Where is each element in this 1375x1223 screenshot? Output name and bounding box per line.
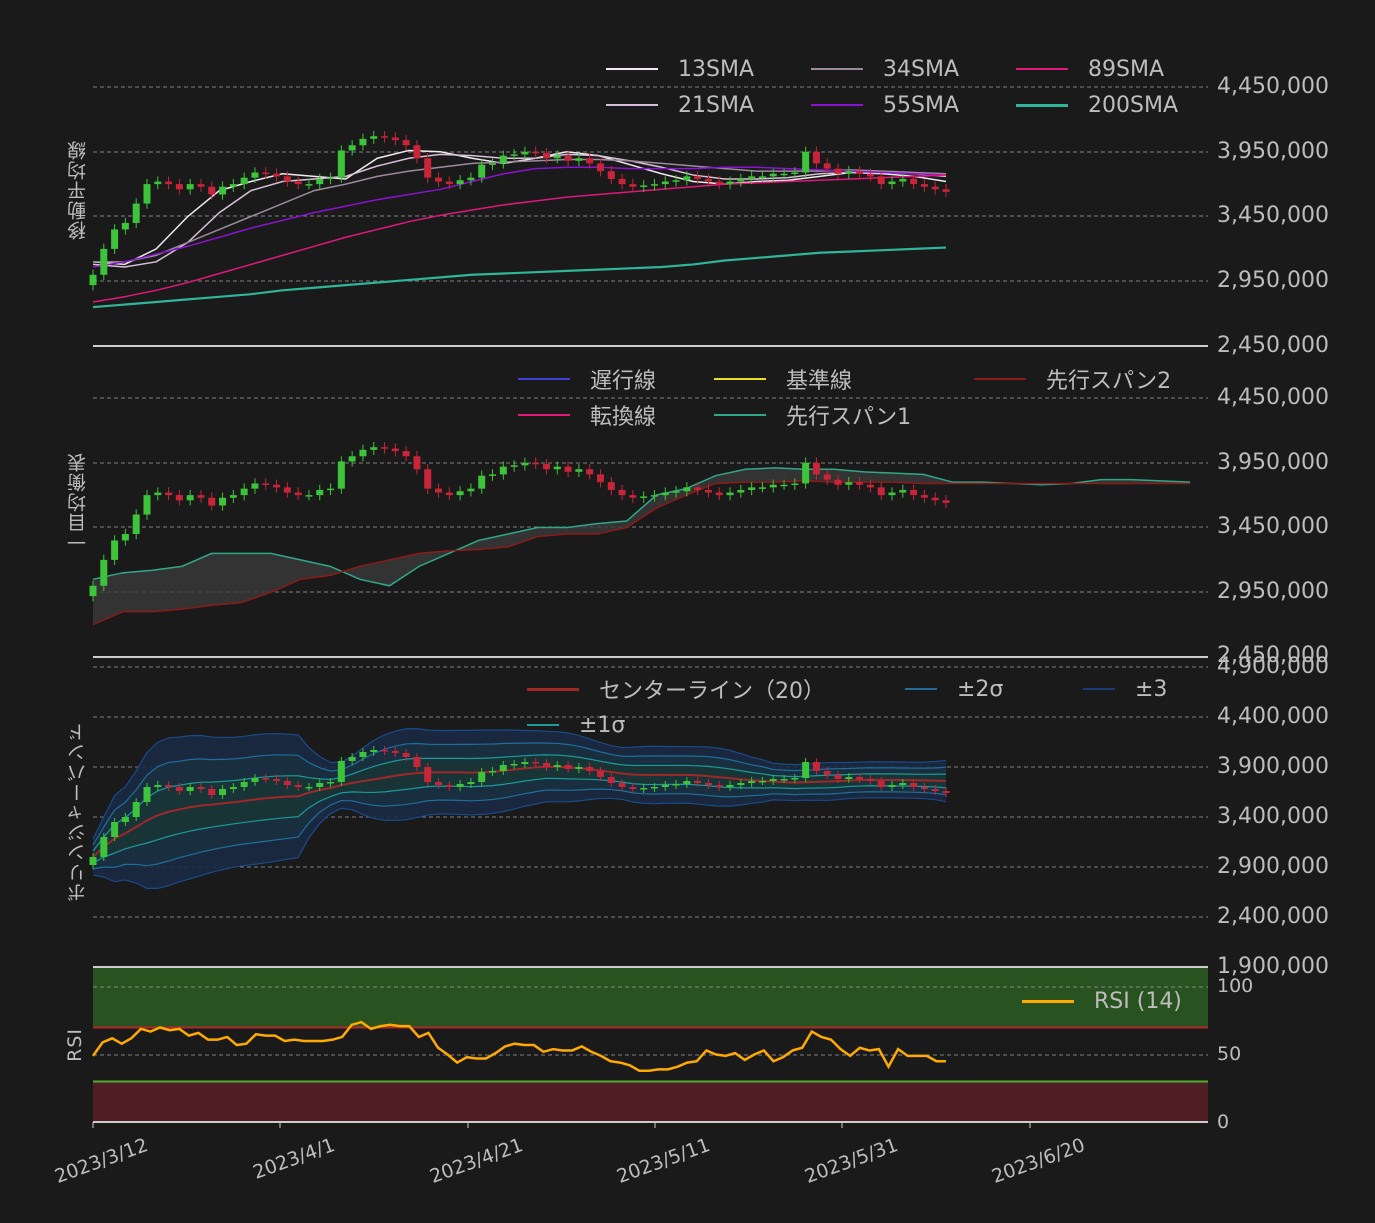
legend-line-icon [1016, 68, 1068, 70]
legend-line-icon [1083, 688, 1115, 690]
rsi-ytick: 100 [1217, 975, 1254, 997]
bollinger-ytick: 1,900,000 [1217, 954, 1329, 979]
legend-item-centerline: センターライン（20） [527, 673, 905, 705]
legend-item-3sigma: ±3 [1083, 673, 1183, 705]
legend-line-icon [714, 378, 766, 380]
sma-ytick: 3,450,000 [1217, 203, 1329, 228]
legend-line-icon [518, 414, 570, 416]
ichimoku-ytick: 3,450,000 [1217, 514, 1329, 539]
ichimoku-ytick: 4,450,000 [1217, 385, 1329, 410]
ichimoku-ytick: 2,950,000 [1217, 579, 1329, 604]
legend-line-icon [527, 687, 579, 691]
bollinger-ytick: 4,900,000 [1217, 654, 1329, 679]
bollinger-ytick: 4,400,000 [1217, 704, 1329, 729]
legend-item-tenkan: 転換線 [518, 399, 714, 431]
rsi-ytick: 50 [1217, 1043, 1242, 1065]
legend-line-icon [606, 68, 658, 70]
legend-item-55sma: 55SMA [811, 89, 1016, 121]
legend-line-icon [518, 378, 570, 380]
bollinger-ytick: 2,400,000 [1217, 904, 1329, 929]
legend-item-kijun: 基準線 [714, 363, 974, 395]
bollinger-ytick: 3,900,000 [1217, 754, 1329, 779]
legend-line-icon [1022, 999, 1074, 1003]
legend-line-icon [811, 68, 863, 70]
bollinger-legend: センターライン（20） ±2σ ±3 ±1σ [527, 673, 1183, 741]
ichimoku-legend: 遅行線 基準線 先行スパン2 転換線 先行スパン1 [518, 363, 1174, 431]
sma-ytick: 2,450,000 [1217, 333, 1329, 358]
ichimoku-panel-ylabel: 一目均衡表 [67, 452, 89, 552]
legend-item-senkou2: 先行スパン2 [974, 363, 1174, 395]
rsi-ytick: 0 [1217, 1111, 1230, 1133]
sma-panel-ylabel: 移動平均線 [67, 140, 89, 240]
rsi-panel-ylabel: RSI [64, 1028, 86, 1062]
sma-ytick: 4,450,000 [1217, 74, 1329, 99]
legend-item-2sigma: ±2σ [905, 673, 1083, 705]
legend-item-rsi: RSI (14) [1022, 985, 1222, 1017]
sma-legend: 13SMA 34SMA 89SMA 21SMA 55SMA 200SMA [606, 53, 1216, 121]
legend-item-1sigma: ±1σ [527, 709, 905, 741]
legend-line-icon [1016, 103, 1068, 107]
bollinger-panel-ylabel: ボリンジャーバンド [67, 722, 89, 902]
legend-line-icon [527, 724, 559, 726]
ichimoku-ytick: 3,950,000 [1217, 450, 1329, 475]
legend-line-icon [974, 378, 1026, 380]
legend-item-89sma: 89SMA [1016, 53, 1216, 85]
legend-item-chikou: 遅行線 [518, 363, 714, 395]
legend-item-senkou1: 先行スパン1 [714, 399, 974, 431]
legend-line-icon [811, 104, 863, 106]
legend-line-icon [905, 688, 937, 690]
bollinger-ytick: 2,900,000 [1217, 854, 1329, 879]
legend-item-21sma: 21SMA [606, 89, 811, 121]
bollinger-ytick: 3,400,000 [1217, 804, 1329, 829]
rsi-legend: RSI (14) [1022, 985, 1222, 1017]
legend-line-icon [714, 414, 766, 416]
ichimoku-ytick: 2,450,000 [1217, 643, 1329, 668]
legend-item-200sma: 200SMA [1016, 89, 1216, 121]
legend-item-13sma: 13SMA [606, 53, 811, 85]
sma-ytick: 2,950,000 [1217, 268, 1329, 293]
legend-line-icon [606, 104, 658, 106]
sma-ytick: 3,950,000 [1217, 139, 1329, 164]
legend-item-34sma: 34SMA [811, 53, 1016, 85]
